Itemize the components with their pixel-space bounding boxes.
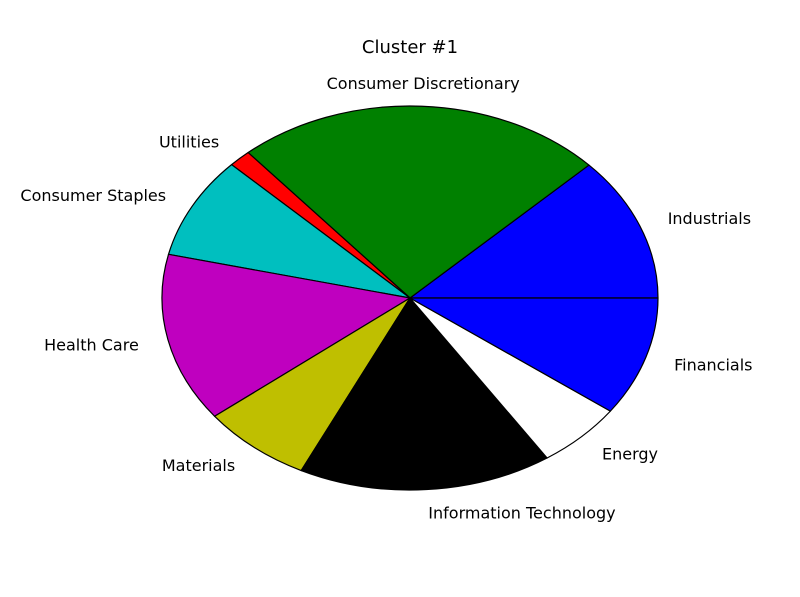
pie-slice-materials (214, 297, 411, 472)
pie-slice-consumer-discretionary (247, 105, 590, 299)
pie-slice-industrials (409, 164, 659, 299)
pie-label-energy: Energy (602, 444, 658, 463)
pie-slice-information-technology (300, 297, 548, 491)
pie-label-industrials: Industrials (668, 209, 751, 228)
pie-label-health-care: Health Care (44, 335, 139, 354)
chart-title: Cluster #1 (362, 37, 458, 58)
pie-slices (161, 105, 659, 491)
pie-label-financials: Financials (674, 356, 752, 375)
pie-label-utilities: Utilities (159, 133, 219, 152)
pie-slice-financials (409, 297, 659, 412)
pie-slice-health-care (161, 253, 411, 417)
pie-label-materials: Materials (162, 456, 235, 475)
pie-label-consumer-discretionary: Consumer Discretionary (327, 74, 520, 93)
pie-label-consumer-staples: Consumer Staples (20, 186, 166, 205)
pie-label-information-technology: Information Technology (428, 504, 615, 523)
pie-labels: Industrials Consumer Discretionary Utiliti… (20, 74, 752, 522)
